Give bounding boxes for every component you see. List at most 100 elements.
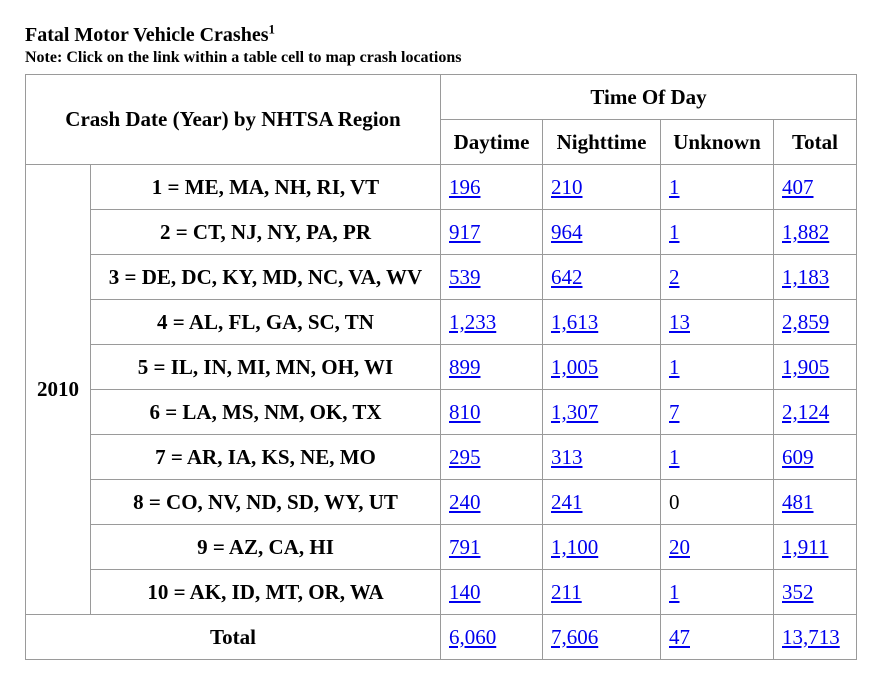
nighttime-map-link[interactable]: 210: [551, 174, 583, 199]
unknown-map-link[interactable]: 1: [669, 354, 680, 379]
daytime-map-link[interactable]: 810: [449, 399, 481, 424]
unknown-map-link[interactable]: 1: [669, 579, 680, 604]
total-unknown-cell: 47: [660, 614, 774, 660]
total-map-link[interactable]: 481: [782, 489, 814, 514]
total-cell: 352: [773, 569, 857, 615]
nighttime-map-link[interactable]: 964: [551, 219, 583, 244]
daytime-map-link[interactable]: 899: [449, 354, 481, 379]
nighttime-map-link[interactable]: 313: [551, 444, 583, 469]
unknown-cell: 1: [660, 344, 774, 390]
nighttime-cell: 241: [542, 479, 661, 525]
nighttime-cell: 313: [542, 434, 661, 480]
column-header-nighttime: Nighttime: [542, 119, 661, 165]
nighttime-cell: 1,100: [542, 524, 661, 570]
daytime-map-link[interactable]: 539: [449, 264, 481, 289]
total-map-link[interactable]: 1,183: [782, 264, 830, 289]
table-row: 2010 1 = ME, MA, NH, RI, VT 196 210 1 407: [25, 164, 857, 615]
daytime-cell: 917: [440, 209, 543, 255]
nighttime-map-link[interactable]: 1,307: [551, 399, 599, 424]
unknown-map-link[interactable]: 1: [669, 219, 680, 244]
total-map-link[interactable]: 1,882: [782, 219, 830, 244]
unknown-cell: 7: [660, 389, 774, 435]
nighttime-map-link[interactable]: 1,005: [551, 354, 599, 379]
daytime-map-link[interactable]: 791: [449, 534, 481, 559]
group-header: Time Of Day: [440, 74, 857, 120]
nighttime-cell: 1,613: [542, 299, 661, 345]
region-cell: 7 = AR, IA, KS, NE, MO: [90, 434, 441, 480]
daytime-map-link[interactable]: 295: [449, 444, 481, 469]
daytime-cell: 196: [440, 164, 543, 210]
nighttime-map-link[interactable]: 1,613: [551, 309, 599, 334]
total-cell: 1,882: [773, 209, 857, 255]
unknown-map-link[interactable]: 13: [669, 309, 690, 334]
unknown-map-link[interactable]: 1: [669, 444, 680, 469]
unknown-cell: 1: [660, 164, 774, 210]
unknown-cell: 1: [660, 209, 774, 255]
unknown-cell: 0: [660, 479, 774, 525]
total-cell: 2,859: [773, 299, 857, 345]
total-map-link[interactable]: 407: [782, 174, 814, 199]
column-header-unknown: Unknown: [660, 119, 774, 165]
table-row: 10 = AK, ID, MT, OR, WA 140 211 1 352: [26, 569, 857, 615]
nighttime-cell: 964: [542, 209, 661, 255]
unknown-cell: 2: [660, 254, 774, 300]
total-map-link[interactable]: 609: [782, 444, 814, 469]
total-map-link[interactable]: 1,905: [782, 354, 830, 379]
total-map-link[interactable]: 2,859: [782, 309, 830, 334]
total-cell: 2,124: [773, 389, 857, 435]
daytime-cell: 791: [440, 524, 543, 570]
nighttime-map-link[interactable]: 241: [551, 489, 583, 514]
nighttime-cell: 211: [542, 569, 661, 615]
region-cell: 10 = AK, ID, MT, OR, WA: [90, 569, 441, 615]
region-cell: 6 = LA, MS, NM, OK, TX: [90, 389, 441, 435]
daytime-cell: 295: [440, 434, 543, 480]
region-cell: 4 = AL, FL, GA, SC, TN: [90, 299, 441, 345]
total-map-link[interactable]: 1,911: [782, 534, 829, 559]
region-cell: 5 = IL, IN, MI, MN, OH, WI: [90, 344, 441, 390]
total-cell: 1,905: [773, 344, 857, 390]
total-label: Total: [25, 614, 441, 660]
total-unknown-map-link[interactable]: 47: [669, 624, 690, 649]
unknown-map-link[interactable]: 2: [669, 264, 680, 289]
total-daytime-map-link[interactable]: 6,060: [449, 624, 497, 649]
unknown-cell: 1: [660, 434, 774, 480]
region-cell: 9 = AZ, CA, HI: [90, 524, 441, 570]
daytime-cell: 899: [440, 344, 543, 390]
total-nighttime-cell: 7,606: [542, 614, 661, 660]
daytime-map-link[interactable]: 196: [449, 174, 481, 199]
region-cell: 3 = DE, DC, KY, MD, NC, VA, WV: [90, 254, 441, 300]
total-map-link[interactable]: 2,124: [782, 399, 830, 424]
nighttime-map-link[interactable]: 211: [551, 579, 582, 604]
table-row: 6 = LA, MS, NM, OK, TX 810 1,307 7 2,124: [26, 389, 857, 435]
column-header-total: Total: [773, 119, 857, 165]
daytime-cell: 240: [440, 479, 543, 525]
table-row: 5 = IL, IN, MI, MN, OH, WI 899 1,005 1 1,905: [26, 344, 857, 390]
daytime-map-link[interactable]: 140: [449, 579, 481, 604]
page-header: Fatal Motor Vehicle Crashes1 Note: Click…: [25, 22, 461, 68]
nighttime-cell: 210: [542, 164, 661, 210]
region-cell: 8 = CO, NV, ND, SD, WY, UT: [90, 479, 441, 525]
table-row: 8 = CO, NV, ND, SD, WY, UT 240 241 0 481: [26, 479, 857, 525]
daytime-map-link[interactable]: 240: [449, 489, 481, 514]
region-cell: 2 = CT, NJ, NY, PA, PR: [90, 209, 441, 255]
nighttime-map-link[interactable]: 1,100: [551, 534, 599, 559]
nighttime-map-link[interactable]: 642: [551, 264, 583, 289]
total-total-map-link[interactable]: 13,713: [782, 624, 840, 649]
note-text: Note: Click on the link within a table c…: [25, 49, 462, 66]
total-map-link[interactable]: 352: [782, 579, 814, 604]
unknown-map-link[interactable]: 20: [669, 534, 690, 559]
crash-table: Crash Date (Year) by NHTSA Region Time O…: [25, 74, 857, 660]
daytime-map-link[interactable]: 1,233: [449, 309, 497, 334]
title-text: Fatal Motor Vehicle Crashes: [25, 24, 269, 46]
title-footnote-marker: 1: [268, 21, 276, 37]
total-daytime-cell: 6,060: [440, 614, 543, 660]
table-row: 3 = DE, DC, KY, MD, NC, VA, WV 539 642 2 1,1…: [26, 254, 857, 300]
daytime-map-link[interactable]: 917: [449, 219, 481, 244]
daytime-cell: 810: [440, 389, 543, 435]
total-nighttime-map-link[interactable]: 7,606: [551, 624, 599, 649]
unknown-map-link[interactable]: 1: [669, 174, 680, 199]
unknown-map-link[interactable]: 7: [669, 399, 680, 424]
nighttime-cell: 642: [542, 254, 661, 300]
daytime-cell: 140: [440, 569, 543, 615]
total-total-cell: 13,713: [773, 614, 857, 660]
